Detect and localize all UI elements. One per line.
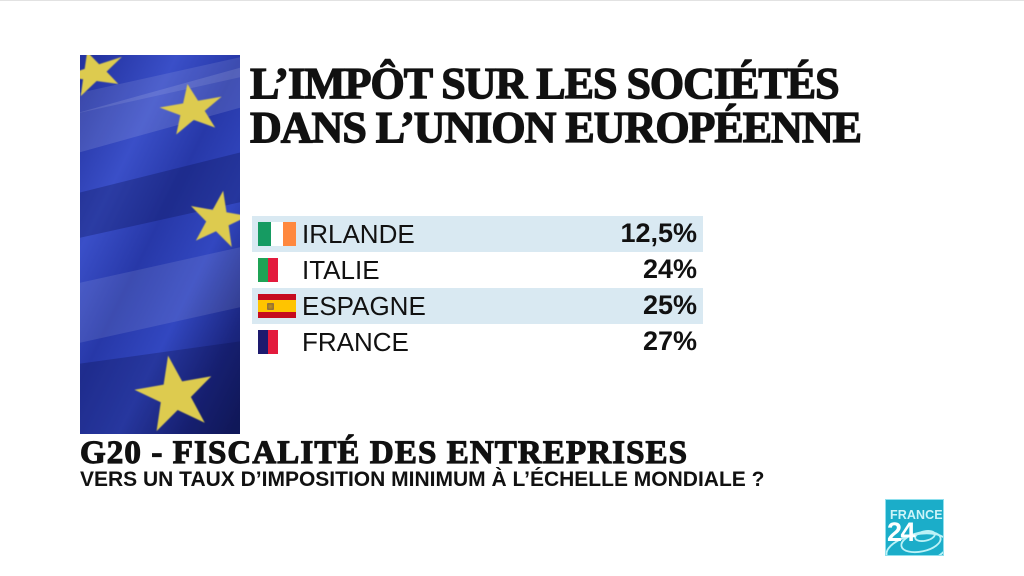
- svg-text:24: 24: [887, 517, 916, 547]
